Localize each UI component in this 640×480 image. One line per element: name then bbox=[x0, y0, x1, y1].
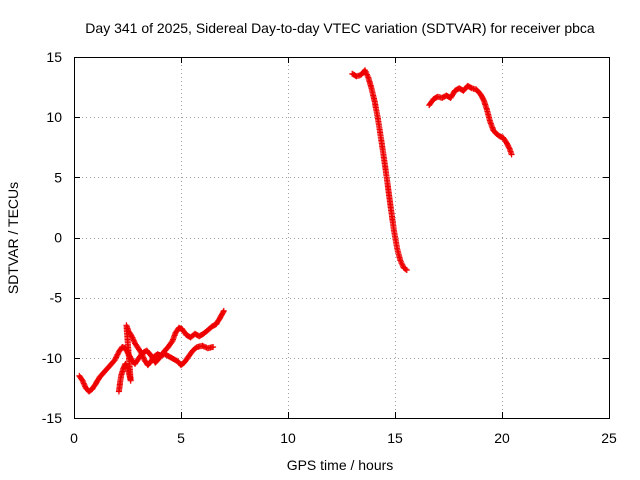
series-segment-2 bbox=[115, 322, 217, 395]
data-point bbox=[505, 144, 512, 151]
x-tick-label: 20 bbox=[494, 430, 510, 446]
data-series bbox=[76, 67, 515, 395]
x-tick-label: 5 bbox=[177, 430, 185, 446]
data-point bbox=[220, 307, 227, 314]
axis-ticks: 0 5 10 15 20 25 -15 -10 -5 0 5 10 15 bbox=[42, 49, 617, 446]
data-point bbox=[508, 151, 515, 158]
data-point bbox=[402, 266, 409, 273]
x-tick-label: 10 bbox=[280, 430, 296, 446]
x-axis-label: GPS time / hours bbox=[287, 457, 394, 473]
series-segment-3 bbox=[349, 67, 410, 273]
series-segment-1 bbox=[76, 307, 227, 395]
y-tick-label: 5 bbox=[54, 169, 62, 185]
data-point bbox=[403, 267, 410, 273]
y-tick-label: -5 bbox=[50, 290, 63, 306]
series-segment-4 bbox=[426, 82, 515, 158]
y-axis-label: SDTVAR / TECUs bbox=[5, 182, 21, 294]
x-tick-label: 25 bbox=[601, 430, 617, 446]
y-tick-label: 10 bbox=[46, 109, 62, 125]
y-tick-label: 0 bbox=[54, 230, 62, 246]
y-tick-label: -15 bbox=[42, 410, 62, 426]
y-tick-label: 15 bbox=[46, 49, 62, 65]
y-tick-label: -10 bbox=[42, 350, 62, 366]
data-point bbox=[210, 344, 217, 350]
chart-title: Day 341 of 2025, Sidereal Day-to-day VTE… bbox=[85, 20, 595, 36]
x-tick-label: 0 bbox=[70, 430, 78, 446]
x-tick-label: 15 bbox=[387, 430, 403, 446]
